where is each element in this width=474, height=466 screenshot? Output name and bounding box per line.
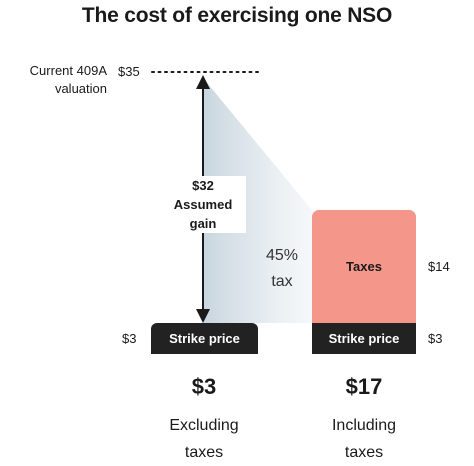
caption-including-line2: taxes <box>344 444 384 461</box>
gain-label: $32 Assumed gain <box>160 176 246 233</box>
strike-value-right: $3 <box>428 331 443 346</box>
total-excluding: $3 <box>191 374 217 399</box>
caption-excluding-line2: taxes <box>184 444 224 461</box>
caption-including-line1: Including <box>331 417 397 434</box>
gain-value: $32 <box>192 178 214 193</box>
bar-strike-including <box>312 323 416 354</box>
reference-line-label: Current 409A valuation <box>29 63 107 96</box>
chart-title: The cost of exercising one NSO <box>81 4 393 27</box>
reference-value-label: $35 <box>118 64 140 79</box>
bar-strike-excluding-base <box>151 338 258 354</box>
taxes-value-right: $14 <box>428 259 450 274</box>
strike-label-excluding: Strike price <box>169 331 240 346</box>
strike-label-including: Strike price <box>328 331 400 346</box>
gain-text: Assumed gain <box>173 197 233 231</box>
tax-rate-label: 45% tax <box>265 247 299 290</box>
caption-including: Including taxes <box>294 412 434 466</box>
bar-taxes-including-base <box>312 266 416 323</box>
tax-cone <box>203 78 312 323</box>
caption-excluding-line1: Excluding <box>169 417 239 434</box>
strike-value-left: $3 <box>122 331 137 346</box>
total-including: $17 <box>345 374 383 399</box>
caption-excluding: Excluding taxes <box>134 412 274 466</box>
taxes-label: Taxes <box>346 259 382 274</box>
